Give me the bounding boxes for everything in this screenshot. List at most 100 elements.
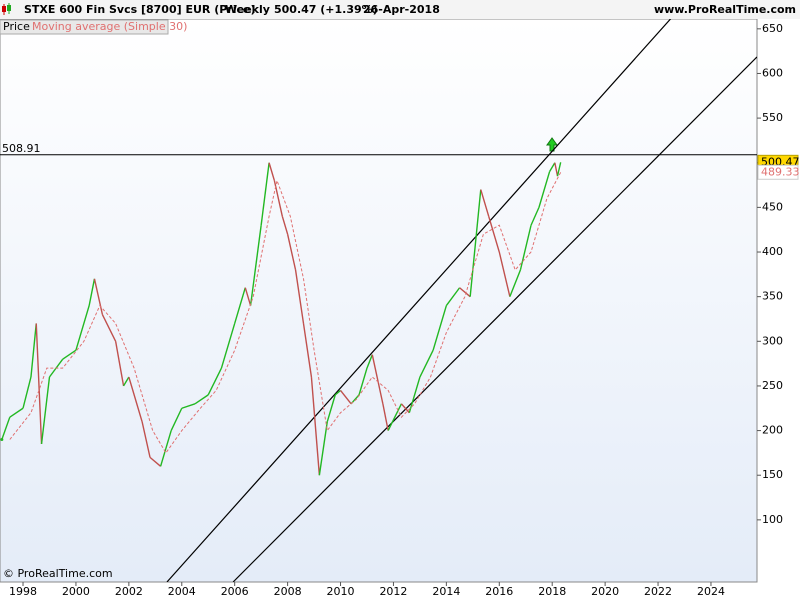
price-segment: [181, 403, 196, 409]
y-tick-label: 300: [762, 334, 783, 347]
price-segment: [207, 367, 223, 396]
date: 26-Apr-2018: [363, 3, 440, 16]
y-tick-label: 450: [762, 200, 783, 213]
price-segment: [93, 278, 104, 315]
price-segment: [366, 354, 373, 369]
title: STXE 600 Fin Svcs [8700] EUR (Price): [24, 3, 256, 16]
price-segment: [75, 305, 90, 351]
y-tick-label: 600: [762, 66, 783, 79]
trendline: [166, 19, 672, 582]
last-ma-box: [757, 164, 799, 180]
price-segment: [9, 407, 24, 418]
price-segment: [149, 456, 162, 467]
y-tick-label: 550: [762, 111, 783, 124]
price-segment: [387, 403, 403, 431]
x-tick-label: 2018: [538, 585, 566, 598]
price-segment: [419, 349, 434, 378]
price-segment: [194, 394, 209, 405]
price-segment: [310, 376, 321, 476]
price-segment: [244, 287, 252, 306]
last-change: 500.47 (+1.39%): [274, 3, 378, 16]
plot-area: [0, 18, 758, 583]
price-segment: [459, 287, 471, 298]
x-tick-label: 2024: [697, 585, 725, 598]
price-segment: [170, 407, 183, 431]
legend-entry: Price: [3, 20, 30, 33]
y-tick-label: 350: [762, 290, 783, 303]
header-bar: [0, 0, 800, 19]
price-segment: [141, 421, 151, 458]
price-segment: [1, 416, 11, 440]
price-segment: [556, 162, 562, 177]
price-segment: [445, 287, 461, 307]
price-segment: [220, 323, 236, 369]
price-segment: [35, 323, 43, 445]
price-segment: [519, 225, 532, 271]
header-icon: [2, 6, 6, 12]
y-tick-label: 400: [762, 245, 783, 258]
price-segment: [114, 341, 125, 387]
price-segment: [488, 216, 500, 253]
last-ma-label: 489.33: [761, 165, 800, 178]
y-tick-label: 100: [762, 513, 783, 526]
price-segment: [281, 216, 289, 235]
price-segment: [400, 403, 410, 414]
x-tick-label: 2014: [432, 585, 460, 598]
y-tick-label: 250: [762, 379, 783, 392]
price-segment: [538, 171, 551, 208]
trendline: [232, 56, 757, 582]
price-segment: [480, 189, 490, 217]
price-segment: [509, 269, 522, 297]
price-segment: [122, 376, 130, 387]
x-tick-label: 2000: [62, 585, 90, 598]
x-tick-label: 2016: [485, 585, 513, 598]
x-tick-label: 2004: [168, 585, 196, 598]
x-tick-label: 2020: [591, 585, 619, 598]
y-tick-label: 200: [762, 424, 783, 437]
x-tick-label: 2010: [327, 585, 355, 598]
site: www.ProRealTime.com: [654, 3, 796, 16]
price-segment: [554, 162, 559, 177]
price-segment: [408, 376, 421, 413]
price-segment: [530, 207, 540, 226]
price-segment: [371, 354, 384, 404]
hline-label: 508.91: [2, 142, 41, 155]
legend-box: [0, 19, 169, 35]
price-segment: [40, 376, 51, 445]
price-segment: [286, 234, 297, 271]
price-segment: [339, 389, 352, 405]
legend-entry: Moving average (Simple 30): [32, 20, 187, 33]
price-segment: [382, 403, 389, 431]
price-segment: [159, 430, 172, 467]
x-tick-label: 1998: [9, 585, 37, 598]
copyright: © ProRealTime.com: [3, 567, 113, 580]
y-tick-label: 150: [762, 468, 783, 481]
x-tick-label: 2008: [274, 585, 302, 598]
price-segment: [88, 278, 96, 306]
price-segment: [302, 323, 313, 378]
price-segment: [358, 367, 368, 396]
price-segment: [469, 189, 482, 297]
x-tick-label: 2002: [115, 585, 143, 598]
price-segment: [326, 394, 336, 422]
price-segment: [318, 421, 328, 476]
header-icon: [7, 5, 11, 11]
price-segment: [101, 314, 117, 342]
price-segment: [62, 349, 77, 360]
price-segment: [432, 305, 448, 351]
x-tick-label: 2022: [644, 585, 672, 598]
price-segment: [249, 225, 262, 306]
y-tick-label: 650: [762, 22, 783, 35]
moving-average: [9, 172, 562, 454]
price-segment: [128, 376, 143, 422]
price-segment: [294, 269, 305, 324]
plot: [0, 19, 757, 582]
price-segment: [234, 287, 246, 324]
price-segment: [268, 162, 276, 181]
price-segment: [30, 323, 37, 378]
price-segment: [22, 376, 32, 409]
price-segment: [498, 251, 511, 297]
x-tick-label: 2012: [379, 585, 407, 598]
price-segment: [334, 389, 341, 396]
